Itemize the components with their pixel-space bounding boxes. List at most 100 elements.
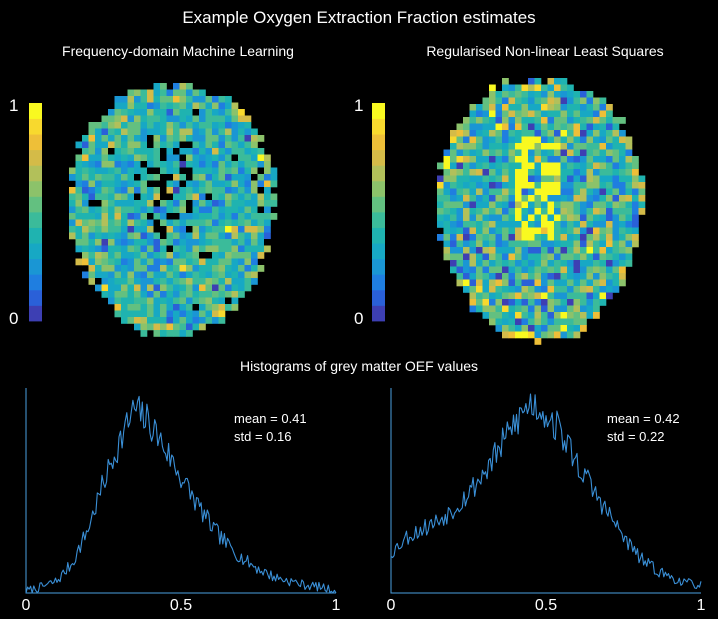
map-voxel xyxy=(599,266,607,274)
map-voxel xyxy=(469,156,477,163)
map-voxel xyxy=(114,115,122,123)
map-voxel xyxy=(225,291,232,298)
map-voxel xyxy=(573,182,581,189)
map-voxel xyxy=(231,200,239,207)
map-voxel xyxy=(580,305,587,313)
map-voxel xyxy=(489,130,496,137)
map-voxel xyxy=(75,167,83,175)
map-voxel xyxy=(502,208,509,215)
map-voxel xyxy=(173,297,180,305)
figure-title: Example Oxygen Extraction Fraction estim… xyxy=(182,8,536,27)
map-voxel xyxy=(508,104,516,111)
map-voxel xyxy=(437,208,444,215)
map-voxel xyxy=(437,234,444,241)
map-voxel xyxy=(108,161,115,168)
map-voxel xyxy=(205,297,213,305)
map-voxel xyxy=(212,265,219,272)
map-voxel xyxy=(495,201,503,209)
map-voxel xyxy=(456,169,464,176)
map-voxel xyxy=(108,232,115,240)
map-voxel xyxy=(192,122,200,129)
map-voxel xyxy=(541,273,548,280)
map-voxel xyxy=(521,227,529,235)
map-voxel xyxy=(606,169,613,176)
map-voxel xyxy=(212,122,219,129)
map-voxel xyxy=(127,258,135,266)
map-voxel xyxy=(199,226,206,233)
map-voxel xyxy=(580,292,587,300)
oef-map-nlls xyxy=(437,78,646,345)
map-voxel xyxy=(257,187,265,194)
map-voxel xyxy=(147,245,154,253)
map-voxel xyxy=(495,136,503,144)
map-voxel xyxy=(508,136,516,144)
map-voxel xyxy=(225,115,232,123)
map-voxel xyxy=(586,91,594,98)
map-voxel xyxy=(205,232,213,240)
map-voxel xyxy=(101,258,109,266)
map-voxel xyxy=(218,154,226,162)
map-voxel xyxy=(127,193,135,201)
map-voxel xyxy=(586,247,594,254)
map-voxel xyxy=(606,227,613,235)
map-voxel xyxy=(495,149,503,157)
map-voxel xyxy=(515,104,522,111)
map-voxel xyxy=(489,156,496,163)
map-voxel xyxy=(95,128,102,136)
map-voxel xyxy=(114,252,122,259)
map-voxel xyxy=(95,284,102,292)
hist-ml-mean: mean = 0.41 xyxy=(234,411,307,426)
map-voxel xyxy=(554,136,561,144)
map-voxel xyxy=(147,174,154,181)
map-voxel xyxy=(238,161,245,168)
map-voxel xyxy=(173,330,180,337)
map-voxel xyxy=(593,279,600,287)
oef-map-ml xyxy=(69,83,278,337)
map-voxel xyxy=(244,219,252,227)
map-voxel xyxy=(179,187,187,194)
map-voxel xyxy=(463,156,470,163)
map-voxel xyxy=(166,232,174,240)
map-voxel xyxy=(153,115,161,123)
map-voxel xyxy=(534,123,542,131)
map-voxel xyxy=(580,97,587,105)
map-voxel xyxy=(147,148,154,155)
map-voxel xyxy=(482,208,490,215)
map-voxel xyxy=(114,167,122,175)
map-voxel xyxy=(515,214,522,222)
map-voxel xyxy=(450,214,457,222)
map-voxel xyxy=(88,141,96,149)
map-voxel xyxy=(186,258,193,266)
map-voxel xyxy=(547,286,555,293)
map-voxel xyxy=(108,297,115,305)
map-voxel xyxy=(160,232,167,240)
map-voxel xyxy=(160,154,167,162)
map-voxel xyxy=(121,200,128,207)
map-voxel xyxy=(205,161,213,168)
map-voxel xyxy=(528,97,535,105)
map-voxel xyxy=(127,148,135,155)
map-voxel xyxy=(199,271,206,279)
map-voxel xyxy=(199,213,206,220)
map-voxel xyxy=(554,97,561,105)
map-voxel xyxy=(521,286,529,293)
map-voxel xyxy=(225,102,232,110)
map-voxel xyxy=(88,278,96,285)
map-voxel xyxy=(593,110,600,118)
map-voxel xyxy=(521,240,529,248)
map-voxel xyxy=(244,226,252,233)
map-voxel xyxy=(521,97,529,105)
map-voxel xyxy=(560,312,568,319)
map-voxel xyxy=(469,169,477,176)
map-voxel xyxy=(127,317,135,324)
map-voxel xyxy=(521,260,529,267)
map-voxel xyxy=(495,214,503,222)
map-voxel xyxy=(153,297,161,305)
map-voxel xyxy=(212,174,219,181)
map-voxel xyxy=(186,291,193,298)
map-voxel xyxy=(515,273,522,280)
map-voxel xyxy=(521,162,529,170)
map-voxel xyxy=(619,188,626,196)
map-voxel xyxy=(179,167,187,175)
map-voxel xyxy=(179,297,187,305)
